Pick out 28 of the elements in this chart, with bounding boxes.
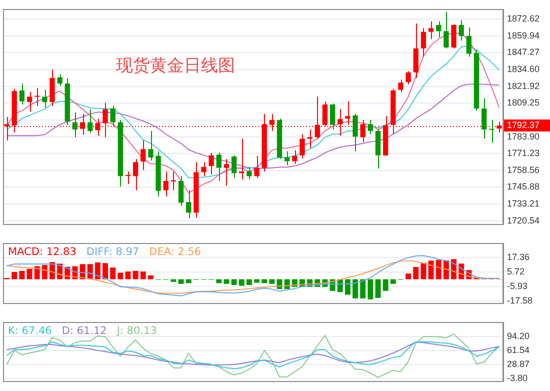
y-tick-label: 1745.88 <box>507 182 540 192</box>
y-tick-label: 1821.92 <box>507 80 540 91</box>
text: DEA: 2.56 <box>149 246 202 258</box>
series-label: K: 67.46 <box>8 325 52 338</box>
y-tick-label: 1847.27 <box>507 47 540 58</box>
y-tick-label: 5.72 <box>507 266 525 277</box>
y-tick-label: 17.36 <box>507 252 530 262</box>
y-tick-label: 1872.62 <box>507 14 540 24</box>
y-tick-label: 28.87 <box>507 358 530 369</box>
text: 现货黄金日线图 <box>116 56 235 76</box>
y-tick-label: 1720.54 <box>507 215 540 226</box>
y-tick-label: -17.58 <box>507 296 533 306</box>
y-tick-label: 1809.25 <box>507 98 540 108</box>
y-tick-label: -5.93 <box>507 281 528 292</box>
y-tick-label: 1783.90 <box>507 131 540 142</box>
y-tick-label: 1733.21 <box>507 198 540 209</box>
y-tick-label: 1758.56 <box>507 164 540 175</box>
ref-line-label: 1792.37 <box>507 120 540 130</box>
series-label: MACD: 12.83 <box>8 246 76 258</box>
y-tick-label: 1771.23 <box>507 148 540 158</box>
series-label: DIFF: 8.97 <box>86 246 140 258</box>
y-tick-label: 1859.94 <box>507 30 540 40</box>
y-tick-label: 1834.60 <box>507 64 540 74</box>
y-tick-label: -3.80 <box>507 372 528 383</box>
series-label: D: 61.12 <box>62 325 107 338</box>
series-label: J: 80.13 <box>116 325 157 338</box>
y-tick-label: 94.20 <box>507 330 530 341</box>
y-tick-label: 61.54 <box>507 344 530 355</box>
